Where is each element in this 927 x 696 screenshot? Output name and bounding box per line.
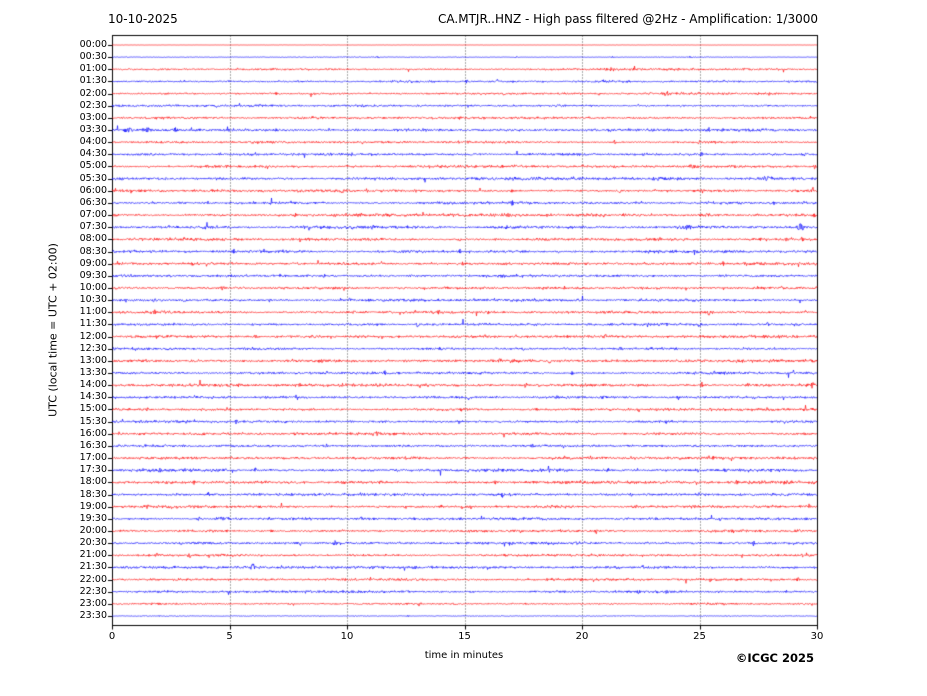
x-tick-label: 25 xyxy=(693,631,706,642)
y-tick-label: 05:00 xyxy=(79,160,107,172)
y-tick-label: 21:00 xyxy=(79,549,107,561)
y-tick-label: 08:00 xyxy=(79,233,107,245)
x-tick-label: 15 xyxy=(458,631,471,642)
y-tick-label: 19:00 xyxy=(79,500,107,512)
y-tick-label: 17:30 xyxy=(79,464,107,476)
y-axis-label: UTC (local time = UTC + 02:00) xyxy=(46,243,60,417)
y-tick-label: 07:00 xyxy=(79,209,107,221)
y-tick-label: 18:00 xyxy=(79,476,107,488)
y-tick-label: 18:30 xyxy=(79,488,107,500)
y-tick-label: 22:30 xyxy=(79,585,107,597)
y-tick-label: 02:00 xyxy=(79,87,107,99)
y-tick-label: 00:00 xyxy=(79,39,107,50)
y-tick-label: 16:30 xyxy=(79,439,107,451)
station-title: CA.MTJR..HNZ - High pass filtered @2Hz -… xyxy=(438,12,818,26)
x-tick-label: 5 xyxy=(226,631,233,642)
y-tick-label: 02:30 xyxy=(79,99,107,111)
x-tick-label: 0 xyxy=(108,631,116,642)
y-tick-label: 01:30 xyxy=(79,75,107,87)
y-tick-label: 04:00 xyxy=(79,136,107,148)
y-tick-label: 11:00 xyxy=(79,306,107,318)
x-tick-label: 30 xyxy=(810,631,824,642)
y-tick-label: 13:30 xyxy=(79,367,107,379)
x-axis-label: time in minutes xyxy=(424,650,504,661)
y-tick-label: 13:00 xyxy=(79,354,107,366)
y-tick-label: 12:30 xyxy=(79,342,107,354)
y-tick-label: 23:30 xyxy=(79,609,107,621)
x-tick-label: 20 xyxy=(575,631,589,642)
y-tick-label: 06:00 xyxy=(79,184,107,196)
y-tick-label: 01:00 xyxy=(79,63,107,75)
y-tick-label: 10:00 xyxy=(79,281,107,293)
y-tick-label: 08:30 xyxy=(79,245,107,257)
y-tick-label: 05:30 xyxy=(79,172,107,184)
y-tick-label: 21:30 xyxy=(79,561,107,573)
y-tick-label: 14:00 xyxy=(79,379,107,391)
y-tick-label: 03:00 xyxy=(79,111,107,123)
y-tick-label: 12:00 xyxy=(79,330,107,342)
y-tick-label: 20:30 xyxy=(79,537,107,549)
y-tick-label: 14:30 xyxy=(79,391,107,403)
y-tick-label: 00:30 xyxy=(79,51,107,63)
x-tick-label: 10 xyxy=(340,631,354,642)
y-tick-label: 03:30 xyxy=(79,124,107,136)
y-tick-label: 20:00 xyxy=(79,524,107,536)
y-tick-label: 15:30 xyxy=(79,415,107,427)
y-tick-label: 04:30 xyxy=(79,148,107,160)
y-tick-label: 06:30 xyxy=(79,196,107,208)
y-tick-label: 19:30 xyxy=(79,512,107,524)
y-tick-label: 09:30 xyxy=(79,269,107,281)
copyright-credit: ©ICGC 2025 xyxy=(735,651,814,665)
y-tick-label: 22:00 xyxy=(79,573,107,585)
y-tick-label: 09:00 xyxy=(79,257,107,269)
y-tick-label: 11:30 xyxy=(79,318,107,330)
y-tick-label: 15:00 xyxy=(79,403,107,415)
y-tick-label: 23:00 xyxy=(79,597,107,609)
y-tick-label: 10:30 xyxy=(79,294,107,306)
y-tick-label: 07:30 xyxy=(79,221,107,233)
y-tick-label: 16:00 xyxy=(79,427,107,439)
date-title: 10-10-2025 xyxy=(108,12,178,26)
y-tick-label: 17:00 xyxy=(79,452,107,464)
